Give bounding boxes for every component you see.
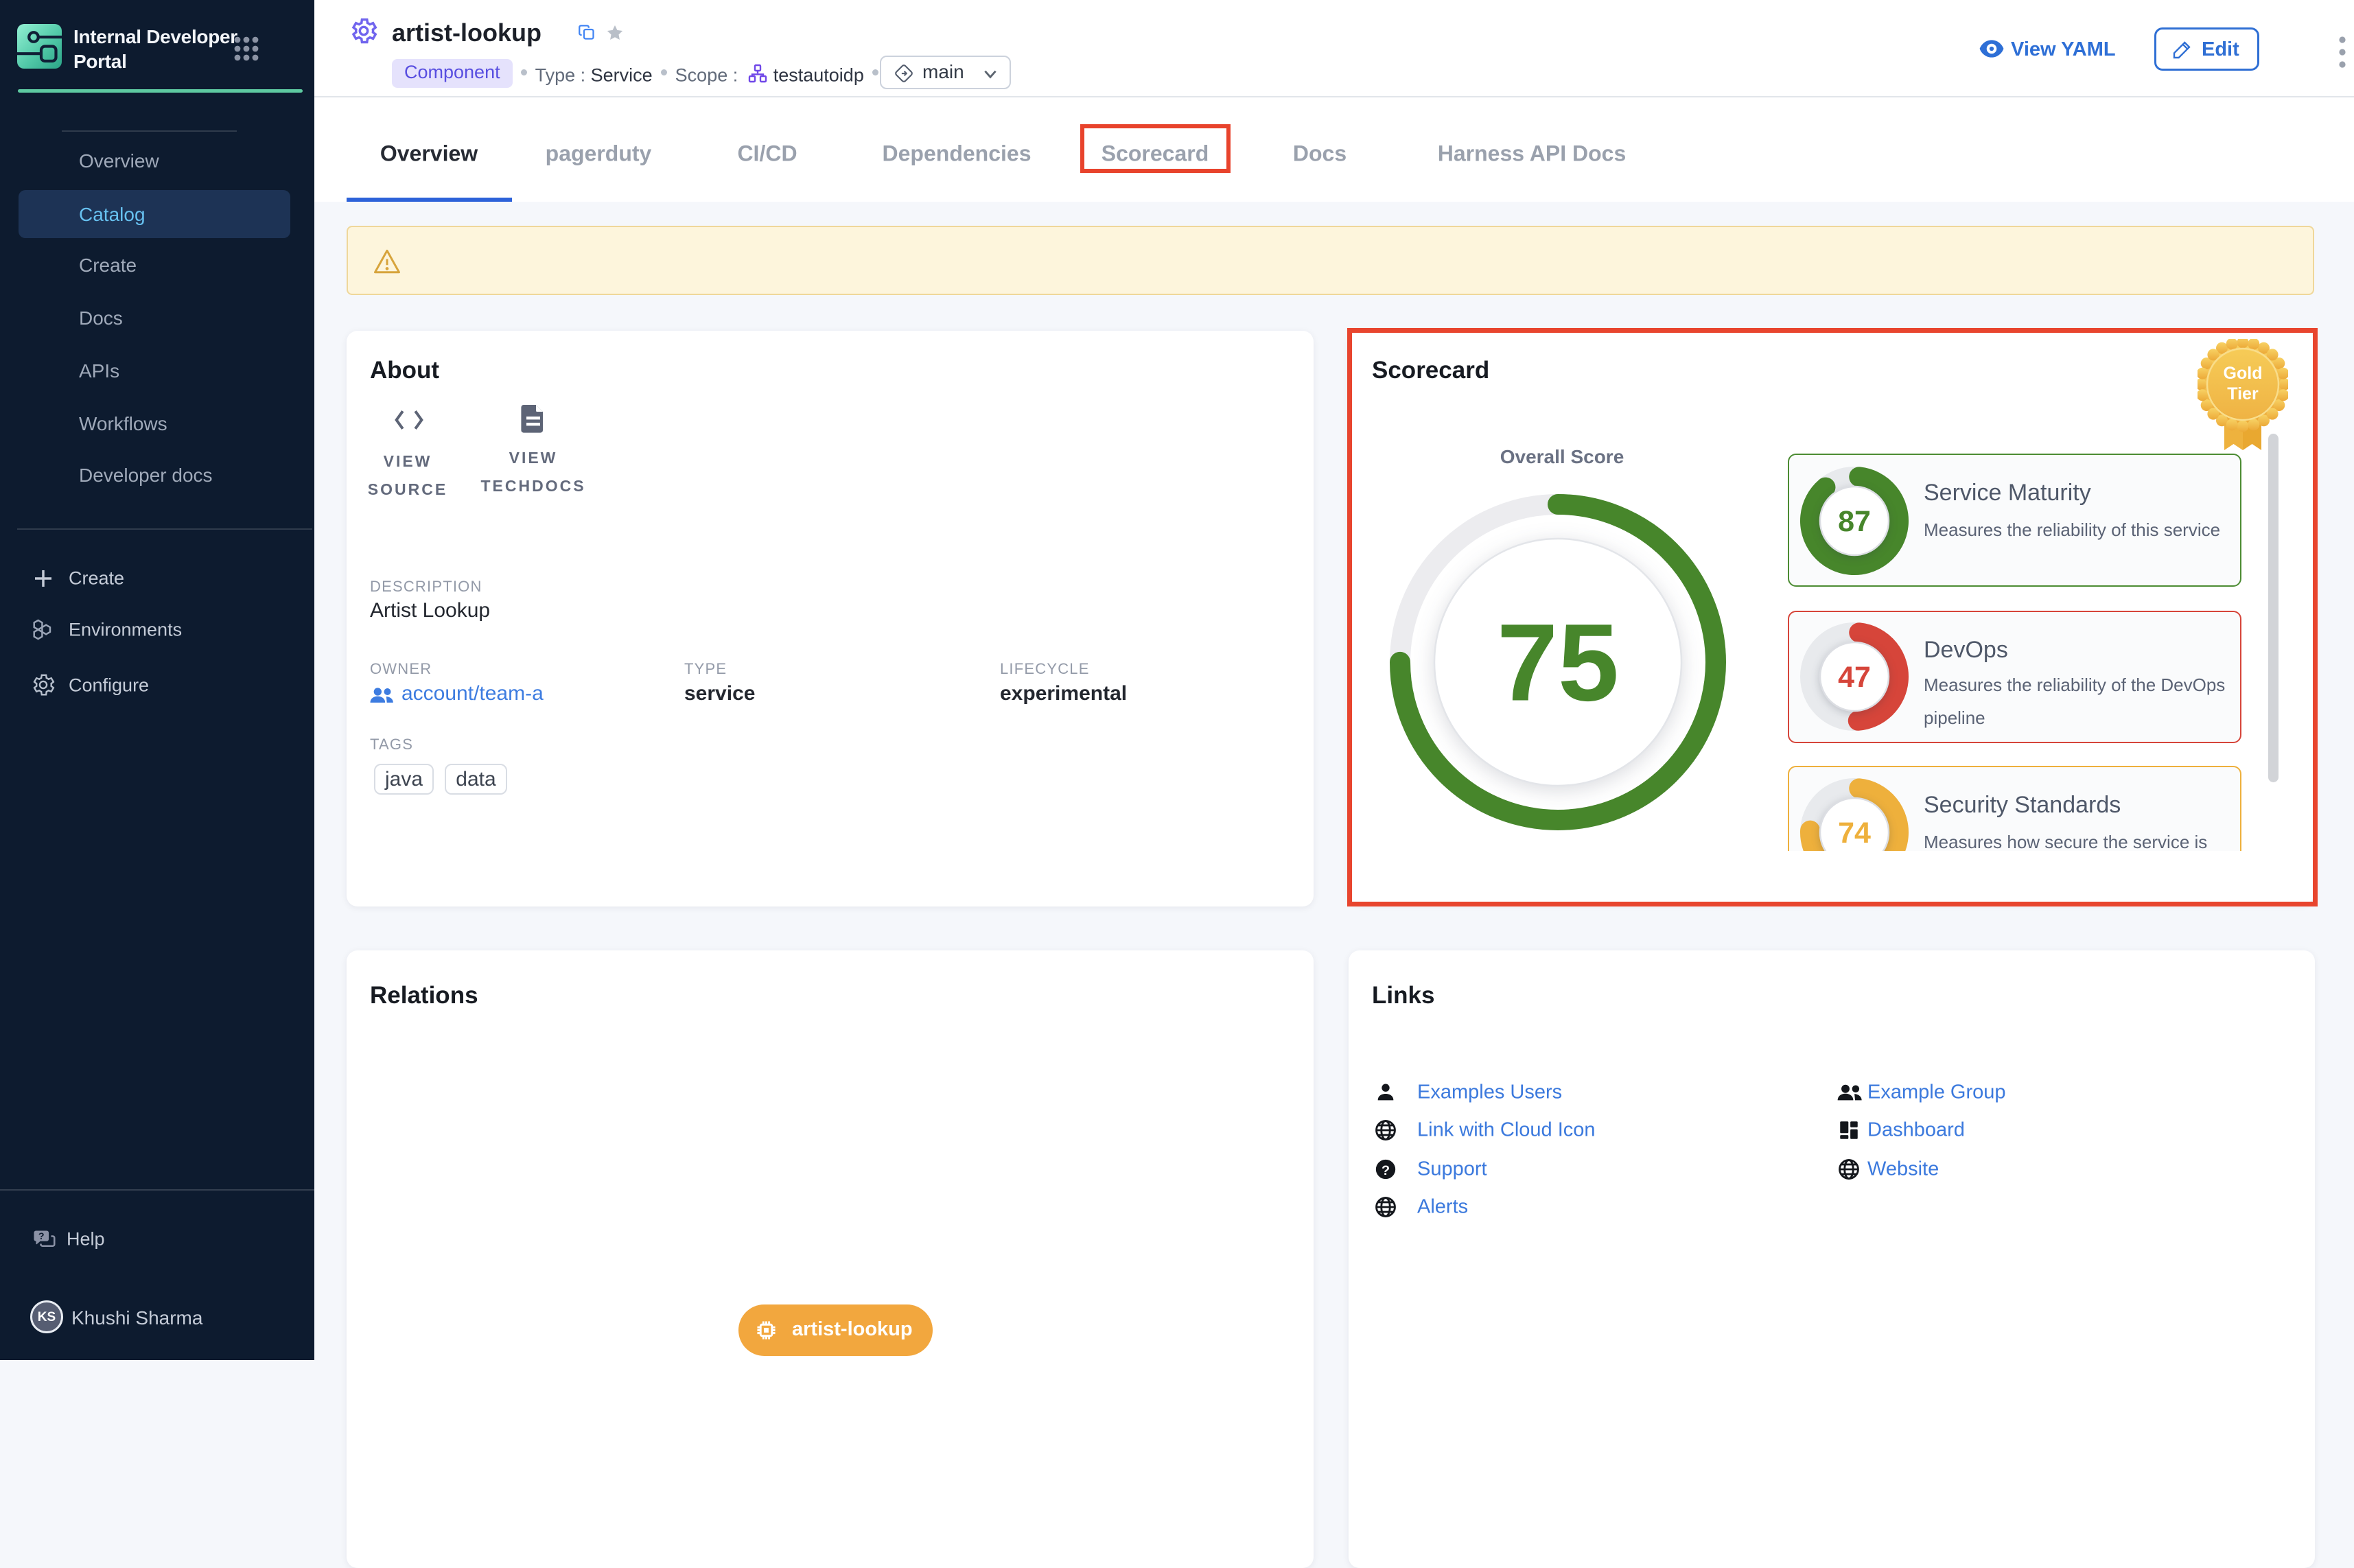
svg-text:75: 75 bbox=[1497, 601, 1619, 724]
svg-text:?: ? bbox=[1382, 1163, 1390, 1178]
svg-text:87: 87 bbox=[1838, 505, 1871, 538]
svg-text:47: 47 bbox=[1838, 661, 1871, 694]
svg-text:?: ? bbox=[38, 1231, 45, 1242]
svg-text:Gold: Gold bbox=[2224, 364, 2263, 383]
svg-text:74: 74 bbox=[1838, 817, 1871, 850]
svg-text:Tier: Tier bbox=[2227, 384, 2259, 403]
